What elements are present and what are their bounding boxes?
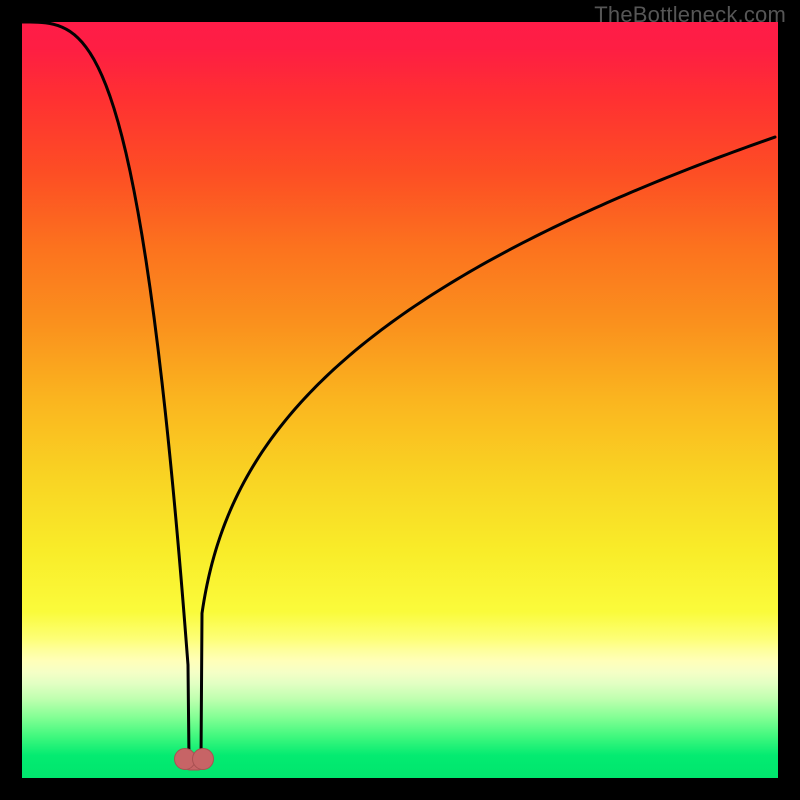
plot-gradient-background <box>22 22 778 778</box>
chart-container: TheBottleneck.com <box>0 0 800 800</box>
bottleneck-curve-chart <box>0 0 800 800</box>
marker-lobe-2 <box>193 749 214 770</box>
watermark-text: TheBottleneck.com <box>594 2 786 28</box>
